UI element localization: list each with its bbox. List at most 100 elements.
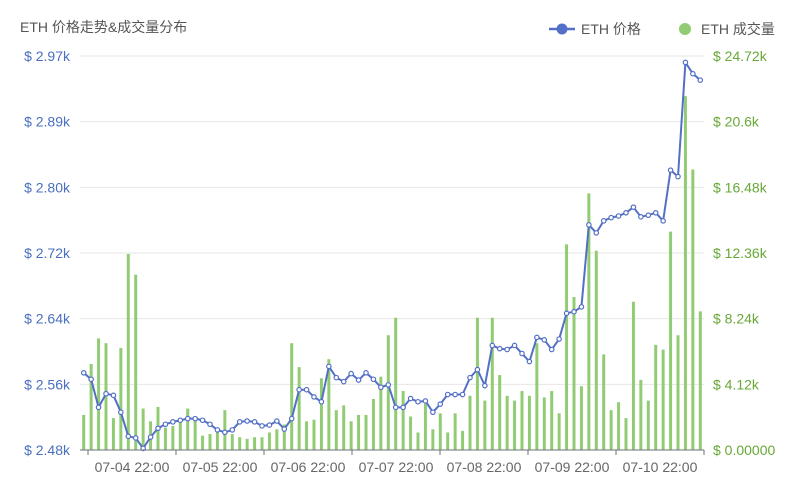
x-axis-tick-label: 07-04 22:00: [95, 459, 170, 475]
volume-bar: [134, 274, 138, 450]
volume-bar: [334, 410, 338, 450]
price-point: [192, 415, 198, 422]
legend-item-volume[interactable]: ETH 成交量: [679, 21, 775, 37]
volume-bar: [379, 376, 383, 450]
price-point: [645, 212, 652, 219]
x-axis-tick-label: 07-06 22:00: [271, 459, 346, 475]
right-axis-tick-label: $ 20.6k: [713, 114, 760, 130]
x-axis-tick-label: 07-10 22:00: [623, 459, 698, 475]
x-axis-tick-label: 07-05 22:00: [183, 459, 258, 475]
volume-bar: [260, 437, 264, 450]
price-point: [199, 417, 206, 424]
price-point: [422, 398, 429, 404]
right-axis-tick-label: $ 0.00000: [713, 442, 775, 458]
price-point: [326, 363, 332, 370]
price-point: [511, 342, 518, 349]
price-point: [630, 204, 637, 210]
price-point: [103, 390, 109, 397]
volume-bar: [319, 378, 323, 450]
legend[interactable]: ETH 价格 ETH 成交量: [549, 21, 775, 37]
x-axis-tick-label: 07-07 22:00: [359, 459, 434, 475]
price-point: [392, 404, 399, 411]
price-point: [638, 214, 644, 220]
volume-bar: [126, 253, 130, 450]
price-point: [407, 395, 414, 402]
price-point: [244, 418, 250, 424]
volume-bar: [572, 296, 576, 450]
volume-bar: [423, 403, 427, 450]
price-point: [526, 358, 533, 365]
price-point: [251, 419, 258, 425]
volume-bar: [186, 408, 190, 450]
volume-bar: [520, 391, 524, 450]
price-point: [229, 427, 236, 433]
volume-bar: [505, 395, 509, 450]
x-axis-tick-label: 07-08 22:00: [447, 459, 522, 475]
price-point: [118, 409, 124, 416]
price-point: [348, 370, 354, 377]
price-point: [519, 350, 525, 357]
volume-bar: [483, 400, 487, 450]
price-point: [690, 70, 696, 77]
volume-bar: [527, 395, 531, 450]
volume-bar: [290, 343, 294, 450]
volume-bar: [609, 410, 613, 450]
price-point: [600, 218, 607, 224]
right-axis-tick-label: $ 8.24k: [713, 311, 760, 327]
volume-bar: [312, 419, 316, 450]
price-point: [363, 370, 369, 376]
volume-bar: [267, 432, 271, 450]
volume-bar: [661, 349, 665, 450]
price-point: [697, 77, 704, 83]
volume-bar: [535, 343, 539, 450]
price-point: [400, 404, 406, 411]
volume-bar: [342, 405, 346, 450]
volume-bar: [275, 429, 279, 450]
left-y-axis: $ 2.48k $ 2.56k $ 2.64k $ 2.72k $ 2.80k $ 2.8…: [24, 48, 71, 458]
price-point: [504, 346, 510, 353]
volume-bar: [565, 244, 569, 450]
price-point: [586, 222, 592, 228]
left-axis-tick-label: $ 2.56k: [24, 376, 71, 392]
price-point: [378, 384, 384, 391]
left-axis-tick-label: $ 2.48k: [24, 442, 71, 458]
legend-price-marker: [556, 23, 568, 35]
volume-bar: [631, 301, 635, 450]
left-axis-tick-label: $ 2.89k: [24, 114, 71, 130]
price-point: [110, 392, 117, 399]
legend-item-price[interactable]: ETH 价格: [549, 21, 641, 37]
price-point: [303, 386, 310, 393]
price-point: [660, 218, 666, 224]
price-point: [340, 378, 347, 385]
price-point: [474, 366, 481, 373]
volume-bar: [676, 335, 680, 450]
volume-bar: [587, 193, 591, 451]
volume-bar: [305, 421, 309, 450]
volume-bar: [193, 419, 197, 450]
price-point: [184, 415, 191, 422]
volume-bar: [394, 317, 398, 450]
price-point: [333, 374, 340, 381]
price-point: [467, 374, 473, 381]
volume-bar: [557, 413, 561, 450]
price-point: [608, 214, 614, 221]
left-axis-tick-label: $ 2.97k: [24, 48, 71, 64]
volume-bar: [119, 347, 123, 450]
volume-bar: [461, 430, 465, 450]
legend-volume-label: ETH 成交量: [701, 21, 775, 37]
price-point: [615, 213, 622, 219]
price-point: [162, 421, 169, 428]
volume-bar: [245, 438, 249, 450]
volume-bar: [468, 395, 472, 450]
volume-bar: [89, 363, 93, 450]
price-point: [563, 310, 570, 317]
price-point: [430, 409, 436, 416]
volume-bar: [438, 413, 442, 450]
price-point: [132, 435, 139, 441]
price-point: [623, 209, 629, 216]
price-point: [444, 391, 451, 398]
volume-bar: [297, 367, 301, 450]
x-axis-tick-label: 07-09 22:00: [535, 459, 610, 475]
legend-price-label: ETH 价格: [581, 21, 641, 37]
